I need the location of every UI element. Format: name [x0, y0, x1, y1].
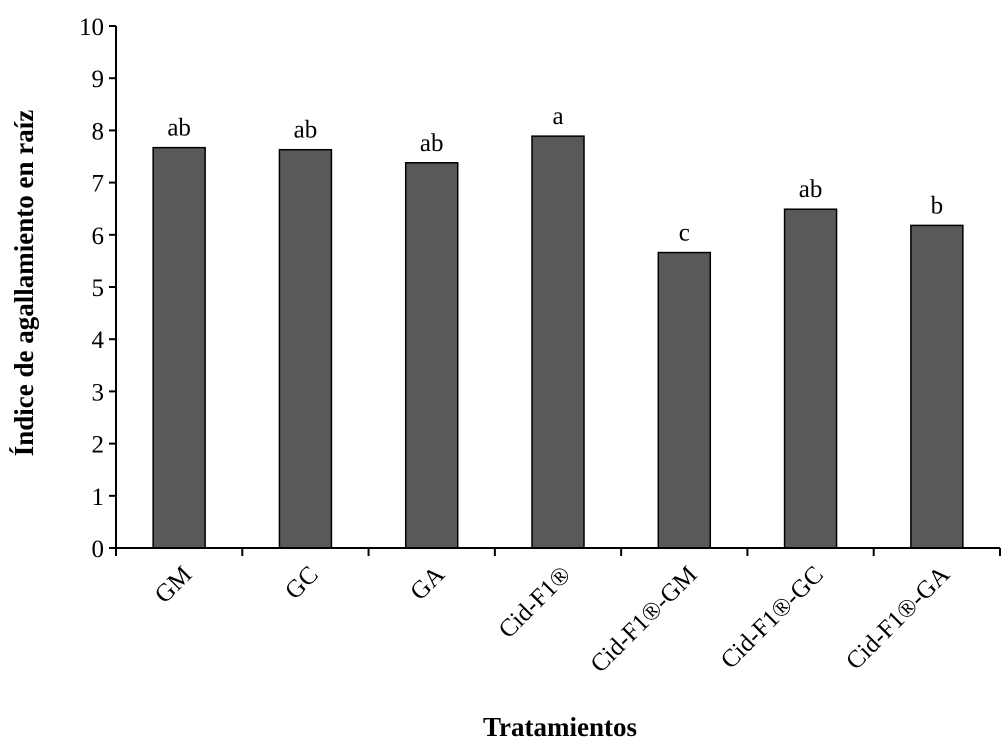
bar — [783, 208, 838, 549]
y-tick-label: 10 — [79, 14, 104, 41]
data-label: ab — [420, 130, 444, 157]
y-tick-label: 1 — [92, 484, 105, 511]
y-tick-label: 8 — [92, 118, 105, 145]
y-tick-label: 3 — [92, 379, 105, 406]
x-category-label: Cid-F1® — [494, 561, 577, 644]
data-label: b — [931, 192, 944, 219]
x-category-label: GA — [405, 561, 450, 606]
data-label: c — [679, 220, 690, 247]
y-tick-label: 6 — [92, 223, 105, 250]
data-labels: ab ab ab a c ab b — [167, 103, 943, 246]
bar — [531, 135, 585, 549]
y-axis-title: Índice de agallamiento en raíz — [9, 110, 39, 456]
data-label: ab — [294, 117, 318, 144]
bar — [657, 251, 712, 549]
x-category-label: Cid-F1®-GA — [841, 561, 955, 675]
x-axis-title: Tratamientos — [483, 712, 637, 742]
y-tick-label: 2 — [92, 432, 105, 459]
y-tick-label: 9 — [92, 66, 105, 93]
data-label: a — [552, 103, 563, 130]
bar — [278, 148, 333, 549]
x-category-label: GM — [150, 561, 198, 609]
bars — [152, 135, 964, 549]
x-category-label: GC — [280, 561, 324, 605]
y-tick-label: 5 — [92, 275, 105, 302]
data-label: ab — [167, 115, 191, 142]
x-category-label: Cid-F1®-GC — [716, 561, 829, 674]
bar — [152, 146, 206, 549]
y-tick-label: 0 — [92, 536, 105, 563]
y-tick-label: 7 — [92, 171, 105, 198]
y-tick-label: 4 — [92, 327, 105, 354]
data-label: ab — [799, 176, 823, 203]
bar — [404, 162, 459, 549]
x-axis-ticks: GM GC GA Cid-F1® Cid-F1®-GM Cid-F1®-GC Cid-F1®… — [115, 548, 1001, 678]
x-category-label: Cid-F1®-GM — [586, 561, 703, 678]
y-axis-ticks: 0 1 2 3 4 5 6 7 8 9 10 — [79, 14, 116, 563]
bar — [910, 224, 964, 549]
